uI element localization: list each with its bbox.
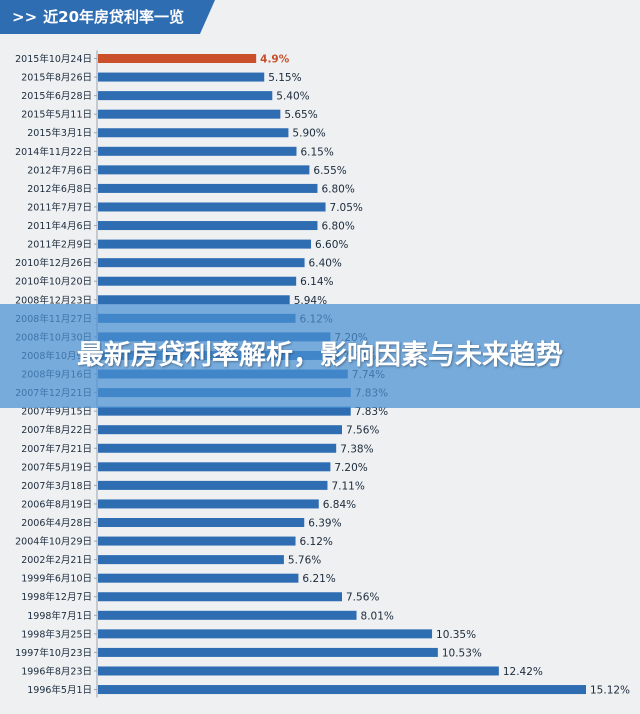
bar (98, 629, 433, 639)
bar (98, 573, 299, 583)
category-label: 2007年5月19日 (21, 461, 92, 473)
category-label: 2012年7月6日 (27, 164, 92, 176)
value-label: 4.9% (260, 54, 290, 66)
bar (98, 128, 289, 138)
bar (98, 91, 273, 101)
category-label: 2007年7月21日 (21, 443, 92, 455)
value-label: 10.35% (436, 629, 476, 641)
value-label: 7.20% (334, 462, 367, 474)
value-label: 15.12% (590, 685, 630, 697)
bar (98, 480, 328, 490)
bar (98, 499, 319, 509)
value-label: 5.65% (284, 109, 317, 121)
value-label: 5.90% (292, 128, 325, 140)
bar (98, 165, 310, 175)
category-label: 2014年11月22日 (15, 146, 92, 158)
category-label: 2015年6月28日 (21, 90, 92, 102)
value-label: 6.60% (315, 239, 348, 251)
bar (98, 685, 586, 695)
value-label: 8.01% (361, 610, 394, 622)
category-label: 1997年10月23日 (15, 647, 92, 659)
category-label: 2012年6月8日 (27, 183, 92, 195)
bar (98, 202, 326, 212)
category-label: 2010年12月26日 (15, 257, 92, 269)
category-label: 2007年9月15日 (21, 406, 92, 418)
category-label: 2010年10月20日 (15, 276, 92, 288)
category-label: 2007年8月22日 (21, 424, 92, 436)
value-label: 7.05% (330, 202, 363, 214)
bar (98, 425, 342, 435)
category-label: 1998年7月1日 (27, 610, 92, 622)
value-label: 6.80% (321, 183, 354, 195)
category-label: 1998年3月25日 (21, 628, 92, 640)
value-label: 6.12% (300, 536, 333, 548)
value-label: 10.53% (442, 647, 482, 659)
bar (98, 183, 318, 193)
value-label: 12.42% (503, 666, 543, 678)
value-label: 6.39% (308, 518, 341, 530)
bar (98, 462, 331, 472)
category-label: 2008年12月23日 (15, 294, 92, 306)
bar (98, 258, 305, 268)
category-label: 2006年4月28日 (21, 517, 92, 529)
bar (98, 406, 351, 416)
category-label: 2002年2月21日 (21, 554, 92, 566)
chart-title: 近20年房贷利率一览 (43, 8, 185, 26)
bar (98, 555, 284, 565)
value-label: 7.11% (331, 480, 364, 492)
value-label: 7.56% (346, 425, 379, 437)
double-chevron-icon: >> (12, 8, 38, 26)
category-label: 2015年5月11日 (21, 109, 92, 121)
bar (98, 146, 297, 156)
bar (98, 109, 281, 119)
banner-title: 最新房贷利率解析，影响因素与未来趋势 (77, 340, 563, 371)
bar (98, 610, 357, 620)
value-label: 7.56% (346, 592, 379, 604)
category-label: 2011年4月6日 (27, 220, 92, 232)
value-label: 5.40% (276, 91, 309, 103)
value-label: 6.55% (313, 165, 346, 177)
value-label: 5.15% (268, 72, 301, 84)
bar (98, 295, 290, 305)
category-label: 2007年3月18日 (21, 480, 92, 492)
value-label: 5.94% (294, 295, 327, 307)
category-label: 2011年7月7日 (27, 201, 92, 213)
value-label: 7.83% (355, 406, 388, 418)
value-label: 6.84% (323, 499, 356, 511)
category-label: 1996年8月23日 (21, 665, 92, 677)
bar (98, 518, 305, 527)
category-label: 1999年6月10日 (21, 573, 92, 585)
bar (98, 221, 318, 231)
bar (98, 647, 438, 657)
category-label: 2015年8月26日 (21, 72, 92, 84)
bar (98, 592, 342, 602)
bar (98, 239, 312, 249)
category-label: 2006年8月19日 (21, 498, 92, 510)
value-label: 6.15% (300, 146, 333, 158)
value-label: 6.21% (302, 573, 335, 585)
value-label: 6.40% (309, 258, 342, 270)
bar (98, 276, 297, 286)
value-label: 6.80% (321, 221, 354, 233)
bar (98, 54, 257, 63)
bar (98, 443, 337, 453)
bar (98, 666, 499, 676)
category-label: 2011年2月9日 (27, 239, 92, 251)
value-label: 7.38% (340, 443, 373, 455)
category-label: 2004年10月29日 (15, 536, 92, 548)
value-label: 6.14% (300, 276, 333, 288)
value-label: 5.76% (288, 555, 321, 567)
bar (98, 72, 265, 82)
chart-header: >> 近20年房贷利率一览 (0, 0, 215, 34)
bar (98, 536, 296, 546)
overlay-banner: 最新房贷利率解析，影响因素与未来趋势 (0, 304, 640, 408)
category-label: 2015年3月1日 (27, 127, 92, 139)
category-label: 1998年12月7日 (21, 591, 92, 603)
category-label: 2015年10月24日 (15, 53, 92, 65)
category-label: 1996年5月1日 (27, 684, 92, 696)
